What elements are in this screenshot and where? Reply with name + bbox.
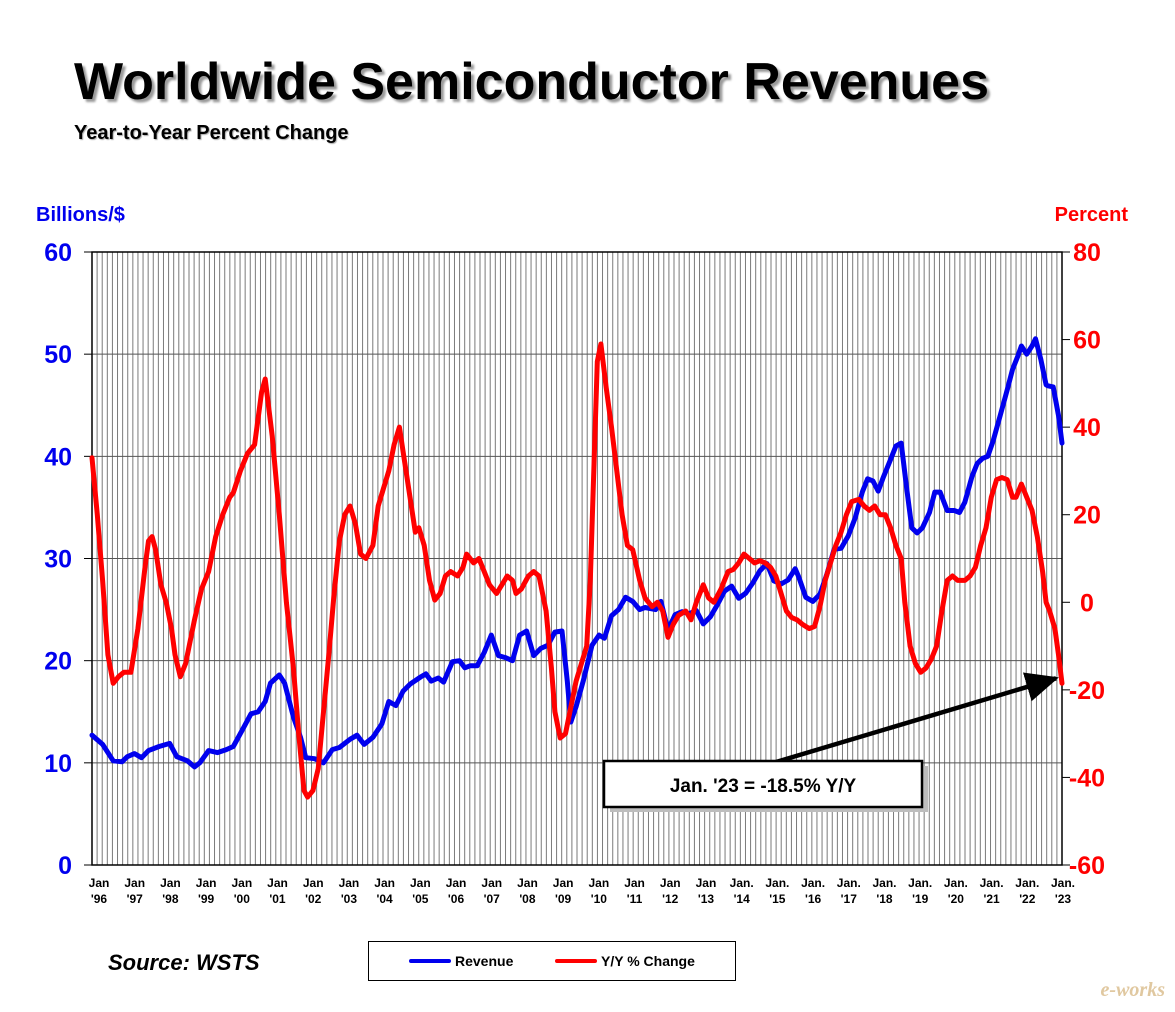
x-tick-month: Jan: [517, 876, 538, 890]
x-tick-year: '22: [1019, 892, 1036, 906]
x-tick-month: Jan: [410, 876, 431, 890]
x-tick-month: Jan: [303, 876, 324, 890]
x-tick-month: Jan: [481, 876, 502, 890]
x-tick-year: '19: [912, 892, 929, 906]
x-tick-year: '96: [91, 892, 108, 906]
x-tick-year: '03: [341, 892, 358, 906]
x-tick-month: Jan: [696, 876, 717, 890]
x-tick-month: Jan: [124, 876, 145, 890]
annotation-box: [602, 759, 924, 809]
x-tick-year: '08: [519, 892, 536, 906]
left-axis-label: Billions/$: [36, 204, 125, 226]
right-tick-label: -40: [1069, 764, 1105, 792]
x-tick-year: '98: [162, 892, 179, 906]
legend-item-revenue: Revenue: [409, 942, 513, 980]
x-tick-year: '18: [876, 892, 893, 906]
yoy-change-line: [89, 341, 1065, 800]
x-tick-year: '12: [662, 892, 679, 906]
x-tick-year: '16: [805, 892, 822, 906]
left-tick-label: 10: [44, 750, 72, 778]
x-tick-month: Jan: [231, 876, 252, 890]
x-tick-month: Jan: [339, 876, 360, 890]
legend-label-yoy: Y/Y % Change: [601, 953, 695, 969]
x-tick-month: Jan: [160, 876, 181, 890]
x-tick-month: Jan.: [801, 876, 825, 890]
right-tick-label: -20: [1069, 677, 1105, 705]
left-tick-label: 60: [44, 239, 72, 267]
x-tick-month: Jan: [196, 876, 217, 890]
x-tick-year: '00: [234, 892, 251, 906]
left-tick-label: 20: [44, 648, 72, 676]
x-tick-year: '14: [734, 892, 751, 906]
x-tick-month: Jan: [589, 876, 610, 890]
x-tick-month: Jan.: [730, 876, 754, 890]
x-tick-year: '01: [269, 892, 286, 906]
right-tick-label: 40: [1073, 414, 1101, 442]
right-tick-label: -60: [1069, 852, 1105, 880]
legend: Revenue Y/Y % Change: [368, 941, 736, 981]
x-tick-month: Jan: [624, 876, 645, 890]
x-tick-year: '06: [448, 892, 465, 906]
x-tick-year: '17: [841, 892, 858, 906]
right-axis-label: Percent: [1055, 204, 1129, 226]
right-tick-label: 80: [1073, 239, 1101, 267]
x-tick-year: '23: [1055, 892, 1072, 906]
x-tick-month: Jan.: [765, 876, 789, 890]
x-tick-month: Jan.: [1015, 876, 1039, 890]
x-tick-year: '05: [412, 892, 429, 906]
x-tick-year: '11: [627, 892, 643, 906]
x-tick-month: Jan: [446, 876, 467, 890]
x-tick-month: Jan: [89, 876, 110, 890]
x-tick-month: Jan: [553, 876, 574, 890]
legend-swatch-yoy: [555, 959, 597, 963]
x-tick-month: Jan.: [872, 876, 896, 890]
left-tick-label: 0: [58, 852, 72, 880]
x-tick-year: '04: [377, 892, 394, 906]
right-tick-label: 0: [1080, 589, 1094, 617]
x-tick-month: Jan.: [837, 876, 861, 890]
chart-subtitle: Year-to-Year Percent Change: [74, 122, 349, 144]
x-tick-year: '15: [769, 892, 786, 906]
x-tick-year: '21: [983, 892, 1000, 906]
x-tick-year: '07: [484, 892, 501, 906]
x-tick-month: Jan.: [980, 876, 1004, 890]
x-tick-year: '13: [698, 892, 715, 906]
eworks-logo: e-works: [1100, 979, 1165, 1001]
x-tick-year: '20: [948, 892, 965, 906]
x-tick-year: '99: [198, 892, 215, 906]
x-tick-year: '10: [591, 892, 608, 906]
x-tick-year: '09: [555, 892, 572, 906]
left-tick-label: 50: [44, 341, 72, 369]
annotation-arrow: [775, 672, 1059, 765]
x-tick-month: Jan: [374, 876, 395, 890]
left-tick-label: 30: [44, 546, 72, 574]
revenue-line: [89, 336, 1065, 770]
right-tick-label: 60: [1073, 327, 1101, 355]
x-tick-month: Jan.: [1051, 876, 1075, 890]
legend-item-yoy: Y/Y % Change: [555, 942, 695, 980]
source-note: Source: WSTS: [108, 950, 260, 975]
x-tick-year: '97: [127, 892, 144, 906]
chart-title: Worldwide Semiconductor Revenues: [74, 53, 990, 111]
x-tick-year: '02: [305, 892, 322, 906]
right-tick-label: 20: [1073, 502, 1101, 530]
annotation-text: Jan. '23 = -18.5% Y/Y: [670, 776, 857, 797]
x-tick-month: Jan: [660, 876, 681, 890]
x-tick-month: Jan.: [944, 876, 968, 890]
x-tick-month: Jan.: [908, 876, 932, 890]
legend-label-revenue: Revenue: [455, 953, 514, 969]
x-tick-month: Jan: [267, 876, 288, 890]
left-tick-label: 40: [44, 443, 72, 471]
legend-swatch-revenue: [409, 959, 451, 963]
